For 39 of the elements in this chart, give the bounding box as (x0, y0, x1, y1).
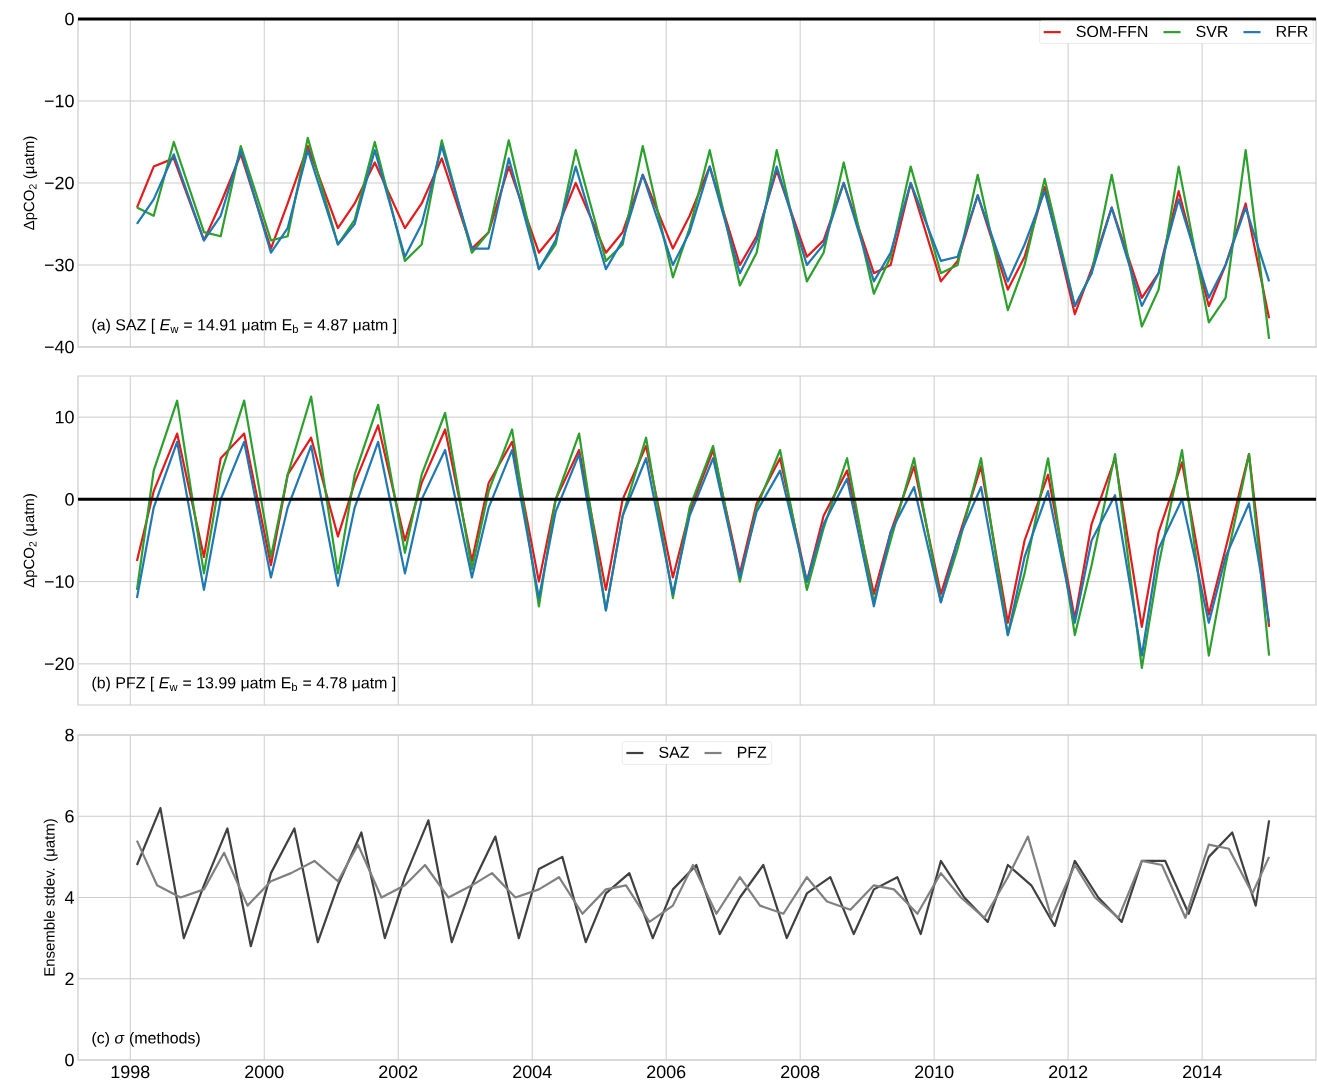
x-tick-label: 2012 (1049, 1065, 1088, 1079)
y-tick-label: 10 (55, 410, 74, 424)
y-axis-title: ΔpCO$_{2}$ (μatm) (23, 136, 38, 230)
legend-label: SOM-FFN (1076, 25, 1148, 38)
legend-label: SVR (1196, 25, 1228, 38)
line-series (135, 395, 1271, 670)
y-tick-label: 8 (65, 728, 74, 742)
annotation: (b) PFZ [ E$_{w}$ = 13.99 μatm E$_{b}$ = 4.78 μatm ] (92, 676, 396, 692)
legend-label: RFR (1276, 25, 1308, 37)
x-tick-label: 2000 (245, 1065, 284, 1079)
x-tick-label: 1998 (111, 1065, 150, 1079)
y-tick-label: −20 (44, 176, 74, 190)
x-tick-label: 2014 (1183, 1065, 1222, 1079)
annotation: (c) σ (methods) (92, 1031, 200, 1047)
annotation: (a) SAZ [ E$_{w}$ = 14.91 μatm E$_{b}$ = 4.87 μatm ] (92, 318, 397, 334)
x-tick-label: 2008 (781, 1065, 820, 1079)
y-tick-label: 6 (65, 809, 74, 823)
y-tick-label: −10 (44, 575, 74, 588)
x-tick-label: 2010 (915, 1065, 954, 1079)
legend-label: PFZ (737, 746, 767, 758)
y-tick-label: −40 (44, 340, 74, 354)
line-series (135, 440, 1271, 657)
x-tick-label: 2006 (647, 1065, 686, 1079)
y-tick-label: 2 (65, 972, 74, 986)
y-tick-label: −10 (44, 94, 74, 108)
x-tick-label: 2002 (379, 1065, 418, 1079)
y-tick-label: −20 (44, 657, 74, 671)
y-tick-label: 0 (65, 493, 74, 506)
y-axis-title: Ensemble stdev. (μatm) (43, 819, 58, 976)
y-tick-label: 0 (65, 1053, 74, 1067)
line-series (135, 807, 1271, 948)
legend-label: SAZ (659, 746, 689, 758)
y-axis-title: ΔpCO$_{2}$ (μatm) (23, 494, 38, 588)
y-tick-label: 0 (65, 12, 74, 26)
y-tick-label: −30 (44, 258, 74, 272)
x-tick-label: 2004 (513, 1065, 552, 1079)
y-tick-label: 4 (64, 891, 74, 904)
line-series (135, 835, 1271, 923)
line-series (135, 424, 1271, 628)
